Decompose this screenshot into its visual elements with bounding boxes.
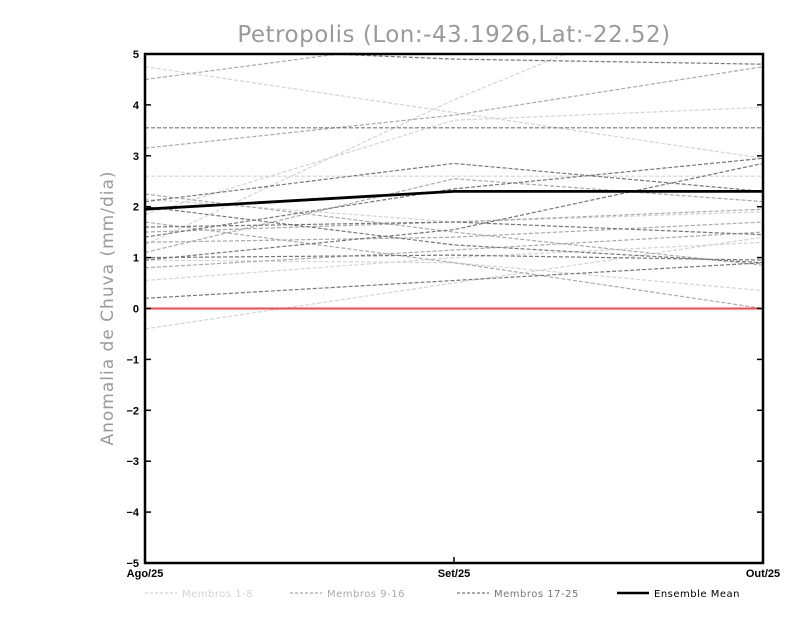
y-axis-label: Anomalia de Chuva (mm/dia) bbox=[98, 170, 118, 445]
mean-layer bbox=[145, 189, 763, 310]
y-tick-label: 3 bbox=[133, 151, 139, 163]
legend-label-2: Membros 9-16 bbox=[327, 589, 405, 600]
y-tick-label: −5 bbox=[126, 558, 139, 570]
member-line-5 bbox=[145, 241, 763, 282]
member-line-15 bbox=[145, 221, 763, 310]
legend-label-4: Ensemble Mean bbox=[654, 589, 740, 600]
member-line-4 bbox=[145, 106, 763, 215]
x-tick-label: Out/25 bbox=[746, 568, 780, 580]
y-tick-label: −2 bbox=[126, 405, 139, 417]
legend-label-1: Membros 1-8 bbox=[182, 589, 253, 600]
member-line-9 bbox=[145, 54, 343, 81]
member-line-13 bbox=[145, 193, 763, 266]
legend-label-3: Membros 17-25 bbox=[494, 589, 579, 600]
member-line-3 bbox=[145, 236, 763, 330]
member-line-11 bbox=[145, 208, 763, 233]
member-line-12 bbox=[145, 231, 763, 269]
member-line-8 bbox=[145, 259, 763, 292]
member-line-16 bbox=[145, 221, 763, 243]
member-line-1 bbox=[145, 66, 763, 159]
y-tick-label: −3 bbox=[126, 456, 139, 468]
y-tick-label: −4 bbox=[126, 507, 139, 519]
member-line-24 bbox=[315, 54, 763, 65]
y-tick-label: 0 bbox=[133, 304, 139, 316]
y-tick-label: 5 bbox=[133, 49, 139, 61]
y-tick-label: −1 bbox=[126, 354, 139, 366]
y-tick-label: 1 bbox=[133, 253, 139, 265]
member-line-21 bbox=[145, 254, 763, 261]
member-line-23 bbox=[145, 162, 763, 261]
x-tick-label: Set/25 bbox=[438, 568, 470, 580]
member-line-14 bbox=[145, 178, 763, 254]
member-line-19 bbox=[145, 162, 763, 203]
member-line-22 bbox=[145, 206, 763, 264]
x-tick-label: Ago/25 bbox=[127, 568, 164, 580]
legend: Membros 1-8 Membros 9-16 Membros 17-25 Ense… bbox=[145, 589, 740, 600]
member-line-18 bbox=[145, 262, 763, 299]
member-line-10 bbox=[145, 66, 763, 149]
y-tick-label: 2 bbox=[133, 202, 139, 214]
ensemble-mean-line bbox=[145, 189, 763, 211]
axis-layer: −5 −4 −3 −2 −1 0 1 2 3 4 5 Ago/25 Set/25 Out/25 bbox=[126, 49, 780, 580]
member-line-20 bbox=[145, 221, 763, 236]
member-line-25 bbox=[145, 157, 763, 238]
chart-title: Petropolis (Lon:-43.1926,Lat:-22.52) bbox=[237, 22, 670, 48]
series-layer bbox=[145, 54, 763, 330]
y-tick-label: 4 bbox=[133, 100, 140, 112]
